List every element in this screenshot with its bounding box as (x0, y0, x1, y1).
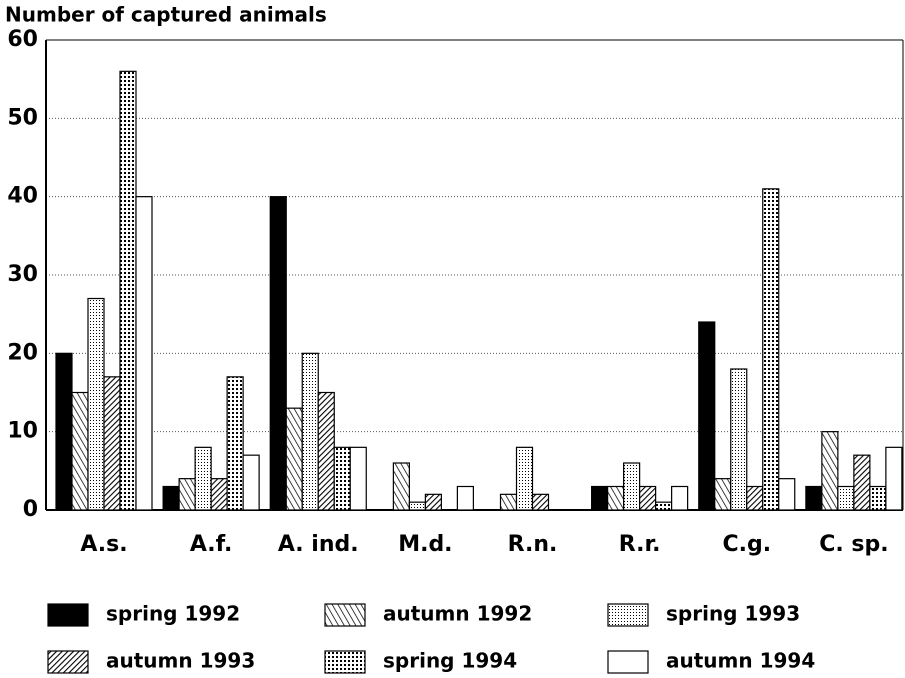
legend-swatch (607, 650, 649, 674)
bar (762, 188, 780, 511)
y-tick-label: 40 (7, 184, 38, 209)
legend-swatch (607, 603, 649, 627)
legend-label: spring 1994 (383, 649, 517, 673)
x-tick-label: A.f. (190, 532, 233, 557)
x-tick-label: M.d. (398, 532, 452, 557)
legend-swatch (324, 650, 366, 674)
bar (591, 485, 609, 511)
bar (194, 446, 212, 511)
bar (55, 352, 73, 511)
y-tick-label: 10 (7, 419, 38, 444)
legend-swatch (47, 650, 89, 674)
bar (317, 391, 335, 511)
bar (424, 493, 442, 511)
bar (778, 478, 796, 511)
bar (853, 454, 871, 511)
y-tick-label: 0 (23, 497, 38, 522)
legend-label: autumn 1994 (666, 649, 815, 673)
bar (71, 391, 89, 511)
bar (392, 462, 410, 511)
x-tick-label: A.s. (80, 532, 127, 557)
bar (515, 446, 534, 511)
bar (333, 446, 351, 511)
bar (698, 321, 716, 511)
x-tick-label: C. sp. (819, 532, 888, 557)
bar (805, 485, 823, 511)
bar (821, 431, 839, 511)
bar (607, 485, 625, 511)
x-tick-label: C.g. (722, 532, 771, 557)
bar (531, 493, 550, 511)
y-tick-label: 30 (7, 262, 38, 287)
legend-swatch (47, 603, 89, 627)
legend-label: spring 1993 (666, 602, 800, 626)
legend-label: autumn 1992 (383, 602, 532, 626)
bar (885, 446, 903, 511)
y-tick-label: 60 (7, 27, 38, 52)
bar (226, 376, 244, 511)
bar (242, 454, 260, 511)
bar (269, 196, 287, 511)
bar (119, 70, 137, 511)
bar (746, 485, 764, 511)
legend-label: spring 1992 (106, 602, 240, 626)
x-tick-label: R.r. (619, 532, 661, 557)
bar (671, 485, 689, 511)
bar (408, 501, 426, 511)
bar (301, 352, 319, 511)
bar (103, 376, 121, 511)
chart-title: Number of captured animals (5, 3, 327, 27)
bar (730, 368, 748, 511)
legend-label: autumn 1993 (106, 649, 255, 673)
bar (349, 446, 367, 511)
bar (499, 493, 518, 511)
bar (210, 478, 228, 511)
bar (837, 485, 855, 511)
bar (456, 485, 474, 511)
x-tick-label: R.n. (508, 532, 558, 557)
bar (135, 196, 153, 511)
bar (178, 478, 196, 511)
bar (87, 297, 105, 511)
x-tick-label: A. ind. (278, 532, 359, 557)
bar (655, 501, 673, 511)
bar (623, 462, 641, 511)
bar (714, 478, 732, 511)
bar (869, 485, 887, 511)
legend-swatch (324, 603, 366, 627)
bar (285, 407, 303, 511)
y-tick-label: 50 (7, 105, 38, 130)
bar (639, 485, 657, 511)
y-tick-label: 20 (7, 340, 38, 365)
bar (162, 485, 180, 511)
